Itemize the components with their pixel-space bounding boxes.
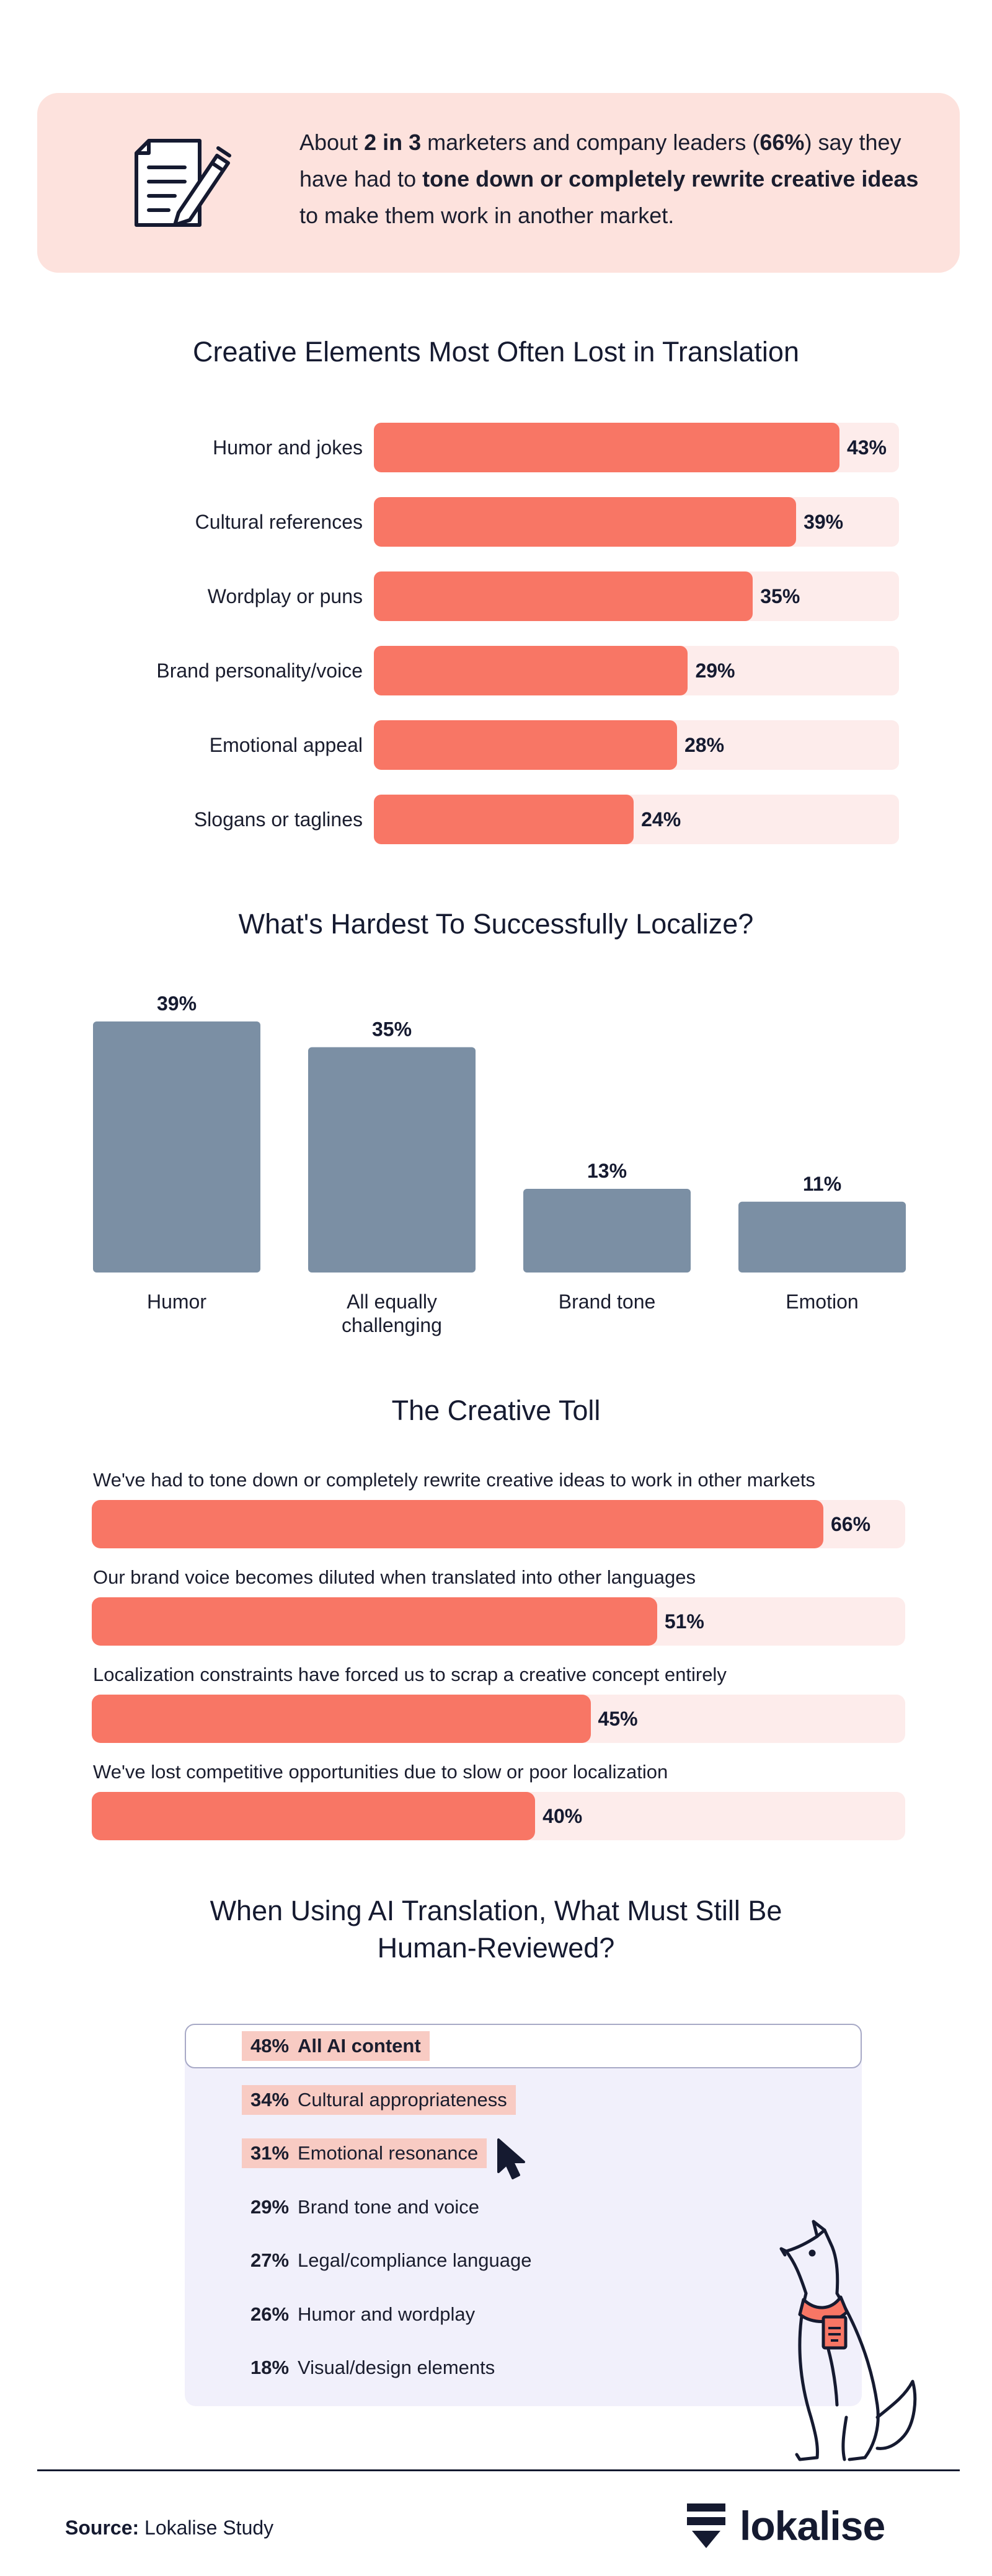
column-category-label: Humor [147, 1290, 206, 1313]
review-item-pct: 26% [250, 2303, 290, 2325]
toll-statement: Our brand voice becomes diluted when tra… [93, 1566, 696, 1588]
column-bar [308, 1047, 476, 1273]
column-bar [523, 1189, 691, 1273]
hbar-value-label: 29% [695, 659, 735, 682]
toll-bar [92, 1695, 591, 1743]
review-item-label: Humor and wordplay [298, 2303, 476, 2325]
dog-illustration [779, 2220, 917, 2461]
review-item: 26% Humor and wordplay [242, 2300, 484, 2329]
hbar-bar [374, 497, 797, 547]
section-title-lost-in-translation: Creative Elements Most Often Lost in Tra… [193, 336, 799, 368]
column-value-label: 13% [587, 1160, 627, 1182]
hbar-row: Brand personality/voice 29% [0, 646, 992, 695]
cursor-arrow-icon [497, 2138, 525, 2179]
review-item: 29% Brand tone and voice [242, 2192, 488, 2222]
review-item-pct: 18% [250, 2357, 290, 2378]
review-item-label: Emotional resonance [298, 2142, 479, 2164]
toll-bar [92, 1792, 536, 1840]
section-title-human-reviewed-line1: When Using AI Translation, What Must Sti… [210, 1895, 782, 1926]
review-item-label: Brand tone and voice [298, 2195, 480, 2218]
hbar-bar [374, 795, 634, 844]
toll-statement: We've had to tone down or completely rew… [93, 1469, 815, 1491]
review-item: 31% Emotional resonance [242, 2138, 487, 2168]
toll-value-label: 66% [831, 1513, 871, 1535]
review-item-label: Cultural appropriateness [298, 2088, 507, 2111]
section-title-creative-toll: The Creative Toll [391, 1395, 601, 1426]
footer-divider [37, 2469, 960, 2471]
callout-text: About 2 in 3 marketers and company leade… [299, 130, 919, 228]
lokalise-logo[interactable]: lokalise [687, 2501, 904, 2551]
column-value-label: 35% [372, 1018, 412, 1041]
column-value-label: 11% [803, 1173, 841, 1195]
toll-value-label: 51% [664, 1610, 704, 1633]
document-pen-icon [135, 139, 231, 227]
section-title-human-reviewed-line2: Human-Reviewed? [377, 1932, 615, 1964]
review-item-label: Visual/design elements [298, 2357, 495, 2378]
toll-value-label: 40% [542, 1805, 583, 1827]
lokalise-wordmark: lokalise [740, 2503, 885, 2549]
review-item: 27% Legal/compliance language [242, 2246, 541, 2275]
toll-statement: Localization constraints have forced us … [93, 1664, 727, 1685]
hbar-bar [374, 423, 839, 472]
toll-value-label: 45% [598, 1708, 638, 1730]
hbar-row: Emotional appeal 28% [0, 720, 992, 770]
column-value-label: 39% [157, 992, 197, 1015]
review-item-label: Legal/compliance language [298, 2249, 532, 2271]
review-item: 18% Visual/design elements [242, 2353, 503, 2383]
review-item-pct: 29% [250, 2195, 290, 2218]
hbar-label: Wordplay or puns [207, 585, 363, 607]
hbar-row: Slogans or taglines 24% [0, 795, 992, 844]
toll-statement: We've lost competitive opportunities due… [93, 1761, 668, 1783]
column-category-label: Emotion [786, 1290, 858, 1313]
hbar-value-label: 28% [684, 734, 725, 756]
review-item-pct: 48% [250, 2035, 290, 2057]
hbar-label: Slogans or taglines [193, 808, 363, 831]
toll-bar [92, 1500, 823, 1548]
source-note: Source: Lokalise Study [65, 2516, 274, 2539]
review-item[interactable]: 48% All AI content [242, 2031, 430, 2061]
hbar-row: Wordplay or puns 35% [0, 571, 992, 621]
column-bar [93, 1021, 260, 1273]
toll-bar [92, 1597, 657, 1646]
hbar-value-label: 39% [804, 511, 844, 533]
column-chart-hardest-to-localize: 39% Humor 35% All equally challenging 13% Bran… [93, 992, 906, 1336]
lokalise-logo-icon [687, 2503, 725, 2548]
hbar-row: Humor and jokes 43% [0, 423, 992, 472]
review-item-pct: 34% [250, 2088, 290, 2111]
review-item-pct: 27% [250, 2249, 290, 2271]
hbar-label: Emotional appeal [209, 734, 363, 756]
hbar-label: Brand personality/voice [156, 659, 363, 682]
section-title-hardest-to-localize: What's Hardest To Successfully Localize? [238, 908, 754, 940]
column-category-label: All equally challenging [342, 1290, 442, 1336]
hbar-bar [374, 646, 688, 695]
column-category-label: Brand tone [559, 1290, 656, 1313]
hbar-bar [374, 571, 753, 621]
hbar-label: Cultural references [195, 511, 363, 533]
hbar-row: Cultural references 39% [0, 497, 992, 547]
review-item-pct: 31% [250, 2142, 290, 2164]
column-bar [738, 1201, 906, 1273]
review-item-label: All AI content [298, 2035, 421, 2057]
review-item: 34% Cultural appropriateness [242, 2084, 516, 2115]
hbar-bar [374, 720, 677, 770]
hbar-value-label: 35% [760, 585, 800, 607]
hbar-label: Humor and jokes [213, 436, 363, 459]
hbar-value-label: 24% [641, 808, 681, 831]
hbar-value-label: 43% [846, 436, 887, 459]
